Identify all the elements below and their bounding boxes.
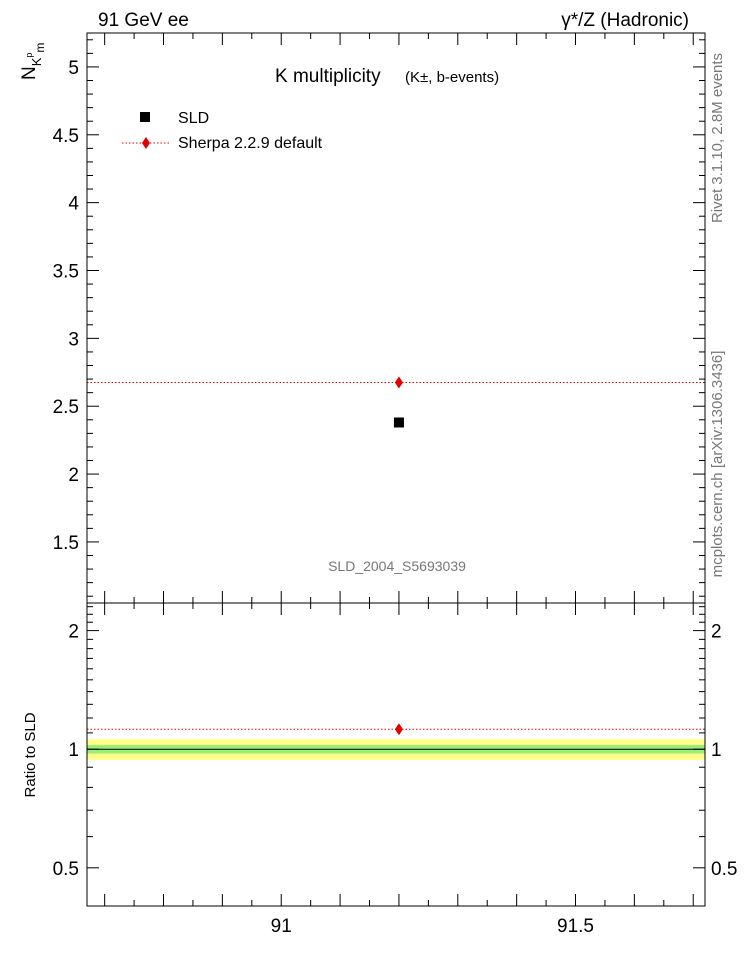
main-y-tick-label: 5 bbox=[68, 58, 79, 79]
main-y-tick-label: 4.5 bbox=[53, 126, 79, 147]
ratio-y-tick-label: 2 bbox=[68, 622, 79, 643]
legend: SLD Sherpa 2.2.9 default bbox=[122, 110, 323, 152]
ratio-y-label: Ratio to SLD bbox=[22, 712, 39, 797]
ylabel-base: N bbox=[19, 66, 40, 80]
ratio-x-ticks: 91 91.5 bbox=[104, 603, 694, 937]
sherpa-point bbox=[394, 376, 403, 389]
main-plot-panel: 1.5 2 2.5 3 3.5 4 4.5 5 bbox=[53, 32, 706, 604]
main-y-ticks: 1.5 2 2.5 3 3.5 4 4.5 5 bbox=[53, 39, 705, 597]
mcplots-label: mcplots.cern.ch [arXiv:1306.3436] bbox=[709, 351, 726, 578]
svg-text:NKpm: NKpm bbox=[19, 43, 47, 80]
ratio-y-tick-label: 1 bbox=[68, 740, 79, 761]
ratio-y-tick-label-right: 1 bbox=[711, 740, 722, 761]
legend-sld-marker bbox=[140, 112, 150, 122]
main-y-tick-label: 2 bbox=[68, 465, 79, 486]
main-y-tick-label: 4 bbox=[68, 194, 79, 215]
sld-point bbox=[393, 417, 404, 428]
x-tick-label: 91.5 bbox=[557, 916, 594, 937]
ylabel-subsub: m bbox=[33, 43, 47, 53]
main-y-tick-label: 3 bbox=[68, 329, 79, 350]
ratio-y-tick-label-right: 0.5 bbox=[711, 859, 737, 880]
main-y-tick-label: 1.5 bbox=[53, 533, 79, 554]
main-x-ticks bbox=[104, 33, 694, 603]
ratio-plot-panel: 0.5 0.5 1 1 2 2 91 91.5 bbox=[53, 602, 737, 937]
main-y-tick-label: 2.5 bbox=[53, 397, 79, 418]
ratio-sherpa-point bbox=[394, 723, 403, 736]
ratio-y-tick-label: 0.5 bbox=[53, 859, 79, 880]
x-tick-label: 91 bbox=[271, 916, 292, 937]
legend-sherpa-label: Sherpa 2.2.9 default bbox=[178, 135, 323, 152]
legend-sld-label: SLD bbox=[178, 110, 209, 127]
ylabel-subsup: p bbox=[24, 53, 34, 58]
header-left: 91 GeV ee bbox=[98, 10, 189, 31]
main-y-tick-label: 3.5 bbox=[53, 262, 79, 283]
ratio-y-tick-label-right: 2 bbox=[711, 622, 722, 643]
ratio-frame bbox=[86, 602, 706, 907]
rivet-label: Rivet 3.1.10, 2.8M events bbox=[709, 53, 726, 223]
header-right: γ*/Z (Hadronic) bbox=[561, 10, 689, 31]
plot-title-note: (K±, b-events) bbox=[405, 69, 499, 86]
ratio-y-ticks: 0.5 0.5 1 1 2 2 bbox=[53, 606, 737, 907]
legend-sherpa-marker bbox=[142, 137, 150, 149]
plot-title: K multiplicity bbox=[275, 66, 381, 87]
analysis-watermark: SLD_2004_S5693039 bbox=[328, 558, 466, 574]
main-y-label: NKpm bbox=[19, 43, 47, 80]
ylabel-sub: K bbox=[29, 57, 44, 66]
